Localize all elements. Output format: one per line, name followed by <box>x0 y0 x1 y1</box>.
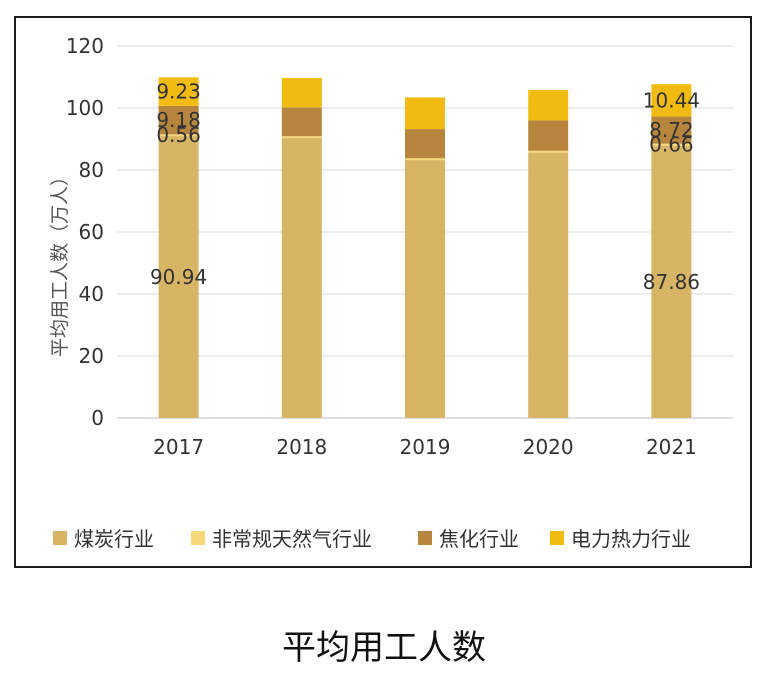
bar-segment <box>281 107 322 137</box>
legend-swatch <box>550 531 564 545</box>
bar-segment <box>281 136 322 139</box>
bar-segment <box>281 138 322 418</box>
y-tick-label: 100 <box>66 96 104 120</box>
legend-label: 电力热力行业 <box>571 527 691 551</box>
y-tick-label: 60 <box>79 220 104 244</box>
legend-swatch <box>53 531 67 545</box>
data-label: 8.72 <box>649 118 694 142</box>
bar-segment <box>405 97 445 130</box>
bar-segment <box>528 120 569 151</box>
bar-segment <box>405 160 445 418</box>
bar-segment <box>405 158 445 161</box>
y-tick-label: 40 <box>79 282 104 306</box>
bar-segment <box>281 77 322 108</box>
data-label: 90.94 <box>150 265 207 289</box>
bar-segment <box>528 152 569 418</box>
data-label: 87.86 <box>643 270 700 294</box>
data-label: 0.66 <box>649 133 694 157</box>
bar-segment <box>651 84 692 117</box>
bar-segment <box>651 116 692 144</box>
bars <box>158 77 692 418</box>
y-tick-label: 80 <box>79 158 104 182</box>
bar-segment <box>528 90 569 121</box>
data-label: 9.18 <box>156 108 201 132</box>
bar-segment <box>158 134 199 137</box>
legend-label: 煤炭行业 <box>74 527 154 551</box>
data-label: 0.56 <box>156 123 201 147</box>
x-tick-label: 2017 <box>153 435 204 459</box>
x-tick-label: 2019 <box>400 435 451 459</box>
bar-segment <box>158 136 199 418</box>
data-label: 9.23 <box>156 80 201 104</box>
y-tick-labels: 0 20 40 60 80 100 120 <box>66 34 104 430</box>
bar-segment <box>651 145 692 418</box>
x-tick-labels: 2017 2018 2019 2020 2021 <box>153 435 697 459</box>
bar-segment <box>651 143 692 146</box>
data-label: 10.44 <box>643 88 700 112</box>
legend-label: 非常规天然气行业 <box>212 527 372 551</box>
data-labels: 90.94 0.569.18 9.23 87.86 0.668.72 10.44 <box>150 80 700 294</box>
y-tick-label: 20 <box>79 344 104 368</box>
bar-segment <box>158 77 199 106</box>
y-tick-label: 0 <box>91 406 104 430</box>
bar-segment <box>158 105 199 135</box>
legend-label: 焦化行业 <box>439 527 519 551</box>
x-tick-label: 2021 <box>646 435 697 459</box>
legend: 煤炭行业 非常规天然气行业 焦化行业 电力热力行业 <box>53 527 691 551</box>
x-tick-label: 2018 <box>276 435 327 459</box>
y-axis-label: 平均用工人数（万人） <box>49 167 71 357</box>
bar-segment <box>405 129 445 159</box>
figure-caption: 平均用工人数 <box>282 628 486 668</box>
y-tick-label: 120 <box>66 34 104 58</box>
legend-swatch <box>418 531 432 545</box>
legend-swatch <box>191 531 205 545</box>
x-tick-label: 2020 <box>523 435 574 459</box>
bar-segment <box>528 150 569 153</box>
